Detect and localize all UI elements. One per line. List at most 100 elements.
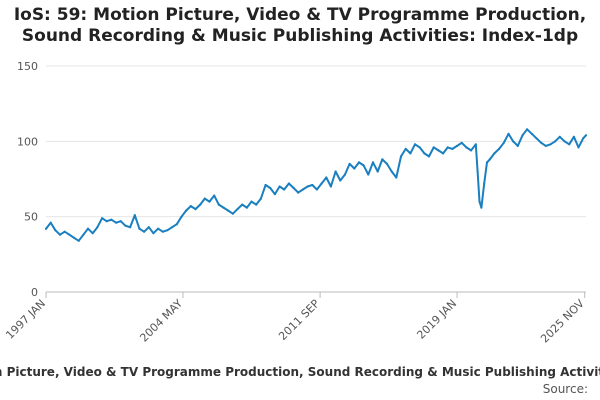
data-point	[180, 216, 182, 218]
y-tick-label: 100	[17, 135, 38, 148]
data-point	[283, 188, 285, 190]
data-point	[353, 167, 355, 169]
data-point	[486, 161, 488, 163]
data-point	[166, 229, 168, 231]
data-point	[381, 158, 383, 160]
data-point	[409, 152, 411, 154]
data-point	[391, 170, 393, 172]
data-point	[358, 161, 360, 163]
x-tick-label: 2004 MAY	[137, 297, 185, 345]
data-point	[503, 142, 505, 144]
data-point	[414, 143, 416, 145]
data-point	[517, 145, 519, 147]
data-point	[461, 142, 463, 144]
data-point	[344, 173, 346, 175]
data-point	[213, 195, 215, 197]
data-point	[148, 226, 150, 228]
data-point	[563, 140, 565, 142]
data-point	[134, 214, 136, 216]
data-point	[68, 234, 70, 236]
y-axis-ticks: 0 50 100 150	[17, 60, 38, 299]
data-point	[478, 201, 480, 203]
data-point	[521, 134, 523, 136]
data-point	[316, 188, 318, 190]
data-point	[204, 198, 206, 200]
data-point	[367, 173, 369, 175]
data-point	[493, 152, 495, 154]
x-tick-label: 2019 JAN	[414, 297, 459, 342]
data-point	[162, 231, 164, 233]
data-point	[437, 149, 439, 151]
data-point	[246, 207, 248, 209]
data-point	[423, 152, 425, 154]
legend-label: IoS: 59: Motion Picture, Video & TV Prog…	[0, 365, 600, 379]
data-point	[339, 179, 341, 181]
data-point	[489, 158, 491, 160]
data-point	[465, 146, 467, 148]
data-point	[129, 226, 131, 228]
data-point	[531, 133, 533, 135]
data-point	[470, 149, 472, 151]
x-tick-label: 1997 JAN	[3, 297, 48, 342]
data-point	[288, 182, 290, 184]
data-point	[138, 228, 140, 230]
data-point	[311, 184, 313, 186]
data-point	[507, 133, 509, 135]
y-tick-label: 150	[17, 60, 38, 73]
data-point	[199, 204, 201, 206]
y-tick-label: 50	[24, 211, 38, 224]
data-point	[585, 134, 587, 136]
data-point	[386, 163, 388, 165]
data-point	[194, 208, 196, 210]
data-point	[92, 232, 94, 234]
y-tick-label: 0	[31, 286, 38, 299]
data-point	[573, 136, 575, 138]
data-point	[274, 193, 276, 195]
data-point	[475, 143, 477, 145]
data-point	[447, 146, 449, 148]
data-point	[335, 170, 337, 172]
data-point	[428, 155, 430, 157]
data-point	[302, 188, 304, 190]
data-point	[279, 185, 281, 187]
data-point	[96, 226, 98, 228]
data-point	[218, 204, 220, 206]
data-point	[456, 145, 458, 147]
x-tick-label: 2011 SEP	[276, 297, 322, 343]
data-point	[185, 210, 187, 212]
data-point	[124, 225, 126, 227]
data-point	[549, 143, 551, 145]
data-point	[265, 184, 267, 186]
data-point	[227, 210, 229, 212]
data-point	[45, 228, 47, 230]
data-point	[568, 143, 570, 145]
series-line-0	[46, 129, 586, 241]
series-layer	[45, 128, 587, 242]
x-axis: 1997 JAN 2004 MAY 2011 SEP 2019 JAN 2025 NOV	[3, 292, 587, 346]
data-point	[176, 223, 178, 225]
data-point	[260, 198, 262, 200]
data-point	[293, 187, 295, 189]
data-point	[222, 207, 224, 209]
data-point	[451, 148, 453, 150]
data-point	[50, 222, 52, 224]
data-point	[190, 205, 192, 207]
source-label: Source:	[543, 382, 588, 396]
data-point	[110, 219, 112, 221]
data-point	[54, 229, 56, 231]
data-point	[82, 234, 84, 236]
data-point	[152, 232, 154, 234]
data-point	[115, 222, 117, 224]
data-point	[101, 217, 103, 219]
data-point	[78, 240, 80, 242]
data-point	[419, 146, 421, 148]
data-point	[171, 226, 173, 228]
line-chart: 0 50 100 150 1997 JAN 2004 MAY 2011 SEP 2019 J…	[0, 0, 600, 400]
data-point	[269, 187, 271, 189]
data-point	[250, 201, 252, 203]
data-point	[483, 182, 485, 184]
data-point	[143, 231, 145, 233]
data-point	[255, 204, 257, 206]
data-point	[297, 192, 299, 194]
data-point	[477, 170, 479, 172]
